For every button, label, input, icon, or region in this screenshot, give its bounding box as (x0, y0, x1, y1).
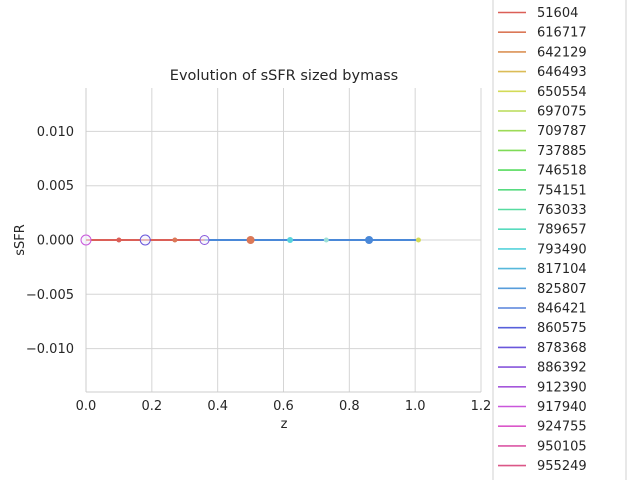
x-tick-label: 0.4 (207, 399, 228, 414)
data-point (365, 236, 374, 244)
data-point (172, 237, 178, 243)
legend-label: 860575 (537, 321, 587, 336)
data-point (80, 234, 92, 246)
y-tick-label: 0.010 (37, 125, 74, 140)
legend-frame (492, 0, 627, 480)
y-axis-label: sSFR (13, 224, 28, 256)
legend-label: 763033 (537, 203, 587, 218)
legend-label: 924755 (537, 420, 587, 435)
x-tick-label: 1.2 (471, 399, 492, 414)
data-point (199, 235, 210, 245)
legend-label: 51604 (537, 6, 578, 21)
legend-label: 817104 (537, 262, 587, 277)
y-tick-label: 0.005 (37, 179, 74, 194)
plot-area: 0.0 0.2 0.4 0.6 0.8 1.0 1.2 −0.010 −0.005 0.000 0.… (26, 88, 491, 414)
x-axis-label: z (281, 417, 288, 432)
legend-label: 793490 (537, 242, 587, 257)
legend-label: 737885 (537, 144, 587, 159)
legend-label: 650554 (537, 85, 587, 100)
y-tick-label: 0.000 (37, 234, 74, 249)
data-point (415, 237, 421, 243)
chart-title: Evolution of sSFR sized bymass (170, 68, 398, 84)
legend-label: 646493 (537, 65, 587, 80)
legend-label: 950105 (537, 439, 587, 454)
legend-label: 825807 (537, 282, 587, 297)
legend-label: 886392 (537, 361, 587, 376)
x-tick-label: 0.2 (141, 399, 162, 414)
legend-label: 754151 (537, 183, 587, 198)
legend-label: 917940 (537, 400, 587, 415)
data-point (287, 237, 294, 243)
x-tick-label: 0.0 (76, 399, 97, 414)
legend-label: 642129 (537, 45, 587, 60)
legend-label: 616717 (537, 26, 587, 41)
legend-label: 697075 (537, 105, 587, 120)
x-tick-label: 0.6 (273, 399, 294, 414)
legend-label: 955249 (537, 459, 587, 474)
legend-label: 789657 (537, 223, 587, 238)
legend-label: 878368 (537, 341, 587, 356)
legend-label: 912390 (537, 380, 587, 395)
data-point (139, 234, 151, 246)
y-tick-label: −0.005 (26, 288, 74, 303)
data-point (246, 236, 255, 244)
legend: 51604 616717 642129 646493 650554 697075 70978… (492, 0, 627, 480)
data-point (116, 237, 122, 243)
legend-label: 746518 (537, 164, 587, 179)
legend-label: 846421 (537, 302, 587, 317)
y-tick-label: −0.010 (26, 342, 74, 357)
legend-label: 709787 (537, 124, 587, 139)
data-point (323, 237, 329, 243)
x-tick-label: 0.8 (339, 399, 360, 414)
x-tick-label: 1.0 (405, 399, 426, 414)
